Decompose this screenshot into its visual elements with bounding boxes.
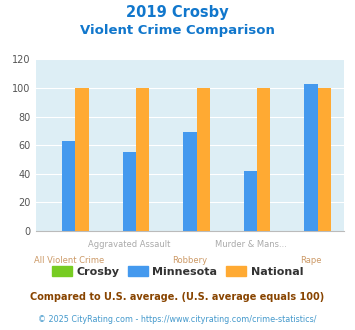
Text: Compared to U.S. average. (U.S. average equals 100): Compared to U.S. average. (U.S. average … [31, 292, 324, 302]
Bar [304, 84, 318, 231]
Bar [62, 141, 76, 231]
Bar [183, 132, 197, 231]
Legend: Crosby, Minnesota, National: Crosby, Minnesota, National [47, 261, 308, 281]
Bar [76, 88, 89, 231]
Bar [257, 88, 271, 231]
Bar [123, 152, 136, 231]
Text: All Violent Crime: All Violent Crime [34, 256, 104, 265]
Text: Rape: Rape [300, 256, 322, 265]
Bar [136, 88, 149, 231]
Text: Robbery: Robbery [173, 256, 207, 265]
Bar [244, 171, 257, 231]
Text: Aggravated Assault: Aggravated Assault [88, 240, 170, 249]
Bar [197, 88, 210, 231]
Text: Violent Crime Comparison: Violent Crime Comparison [80, 24, 275, 37]
Text: 2019 Crosby: 2019 Crosby [126, 5, 229, 20]
Text: © 2025 CityRating.com - https://www.cityrating.com/crime-statistics/: © 2025 CityRating.com - https://www.city… [38, 315, 317, 324]
Text: Murder & Mans...: Murder & Mans... [214, 240, 286, 249]
Bar [318, 88, 331, 231]
